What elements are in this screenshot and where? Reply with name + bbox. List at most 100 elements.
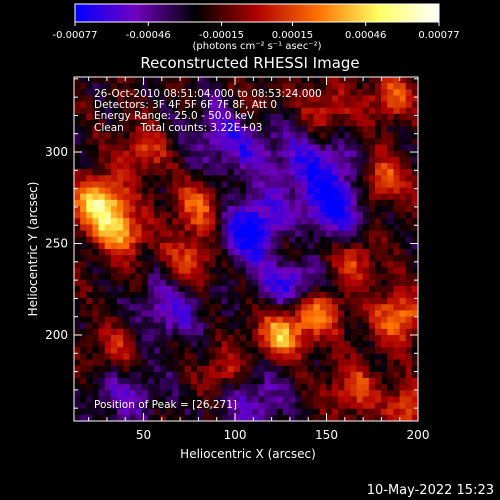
- heatmap-cell: [405, 163, 413, 170]
- heatmap-cell: [301, 89, 309, 97]
- heatmap-cell: [411, 279, 418, 287]
- heatmap-cell: [295, 107, 302, 115]
- heatmap-cell: [227, 390, 235, 398]
- heatmap-cell: [381, 390, 388, 398]
- heatmap-cell: [350, 267, 358, 275]
- heatmap-cell: [117, 384, 124, 391]
- heatmap-cell: [307, 304, 315, 312]
- heatmap-cell: [344, 279, 352, 287]
- heatmap-cell: [270, 353, 278, 361]
- heatmap-cell: [196, 175, 204, 183]
- heatmap-cell: [264, 163, 272, 170]
- heatmap-cell: [405, 285, 413, 293]
- heatmap-cell: [289, 224, 296, 232]
- heatmap-cell: [405, 261, 413, 269]
- heatmap-cell: [246, 163, 253, 170]
- heatmap-cell: [123, 206, 130, 213]
- heatmap-cell: [104, 292, 112, 299]
- heatmap-cell: [332, 113, 339, 121]
- heatmap-cell: [295, 175, 302, 183]
- heatmap-cell: [209, 359, 216, 367]
- heatmap-cell: [356, 347, 364, 355]
- heatmap-cell: [405, 138, 413, 146]
- heatmap-cell: [227, 120, 235, 127]
- heatmap-cell: [368, 206, 376, 213]
- heatmap-cell: [110, 353, 118, 361]
- heatmap-cell: [196, 83, 204, 90]
- heatmap-cell: [276, 384, 284, 391]
- heatmap-cell: [301, 371, 309, 379]
- heatmap-cell: [270, 267, 278, 275]
- heatmap-cell: [221, 150, 229, 158]
- heatmap-cell: [393, 304, 401, 312]
- heatmap-cell: [221, 414, 229, 421]
- heatmap-cell: [301, 212, 309, 219]
- heatmap-cell: [381, 255, 388, 262]
- heatmap-cell: [387, 310, 395, 318]
- heatmap-cell: [399, 341, 407, 348]
- heatmap-cell: [172, 341, 180, 348]
- heatmap-cell: [190, 396, 198, 404]
- heatmap-cell: [129, 193, 137, 201]
- heatmap-cell: [387, 224, 395, 232]
- heatmap-cell: [362, 212, 370, 219]
- heatmap-cell: [184, 408, 192, 416]
- heatmap-cell: [319, 371, 327, 379]
- heatmap-cell: [301, 365, 309, 373]
- heatmap-cell: [209, 107, 216, 115]
- heatmap-cell: [141, 218, 149, 226]
- colorbar-tick-label: -0.00046: [126, 30, 171, 41]
- heatmap-cell: [289, 304, 296, 312]
- heatmap-cell: [178, 396, 186, 404]
- heatmap-cell: [411, 285, 418, 293]
- heatmap-cell: [276, 298, 284, 305]
- heatmap-cell: [307, 378, 315, 385]
- heatmap-cell: [356, 193, 364, 201]
- heatmap-cell: [344, 199, 352, 207]
- heatmap-cell: [270, 175, 278, 183]
- heatmap-cell: [215, 193, 223, 201]
- heatmap-cell: [252, 224, 259, 232]
- heatmap-cell: [282, 113, 290, 121]
- heatmap-cell: [215, 279, 223, 287]
- heatmap-cell: [215, 384, 223, 391]
- heatmap-cell: [356, 414, 364, 421]
- heatmap-cell: [282, 316, 290, 324]
- heatmap-cell: [270, 390, 278, 398]
- heatmap-cell: [375, 353, 382, 361]
- heatmap-cell: [178, 101, 186, 109]
- heatmap-cell: [233, 390, 241, 398]
- heatmap-cell: [160, 107, 167, 115]
- heatmap-cell: [264, 107, 272, 115]
- heatmap-cell: [215, 347, 223, 355]
- heatmap-cell: [325, 292, 333, 299]
- heatmap-cell: [92, 322, 100, 330]
- heatmap-cell: [239, 279, 247, 287]
- heatmap-cell: [92, 353, 100, 361]
- heatmap-cell: [319, 126, 327, 133]
- heatmap-cell: [252, 273, 259, 281]
- heatmap-cell: [252, 120, 259, 127]
- heatmap-cell: [74, 144, 81, 152]
- heatmap-cell: [74, 335, 81, 342]
- heatmap-cell: [86, 242, 94, 250]
- heatmap-cell: [92, 83, 100, 90]
- heatmap-cell: [135, 218, 143, 226]
- heatmap-cell: [270, 273, 278, 281]
- heatmap-cell: [98, 89, 106, 97]
- heatmap-cell: [110, 267, 118, 275]
- heatmap-cell: [110, 77, 118, 84]
- heatmap-cell: [246, 267, 253, 275]
- heatmap-cell: [282, 230, 290, 238]
- heatmap-cell: [135, 316, 143, 324]
- heatmap-cell: [362, 273, 370, 281]
- heatmap-cell: [325, 144, 333, 152]
- heatmap-cell: [319, 384, 327, 391]
- heatmap-cell: [264, 378, 272, 385]
- heatmap-cell: [411, 378, 418, 385]
- heatmap-cell: [129, 163, 137, 170]
- heatmap-cell: [319, 378, 327, 385]
- heatmap-cell: [80, 199, 87, 207]
- heatmap-cell: [289, 120, 296, 127]
- heatmap-cell: [147, 107, 155, 115]
